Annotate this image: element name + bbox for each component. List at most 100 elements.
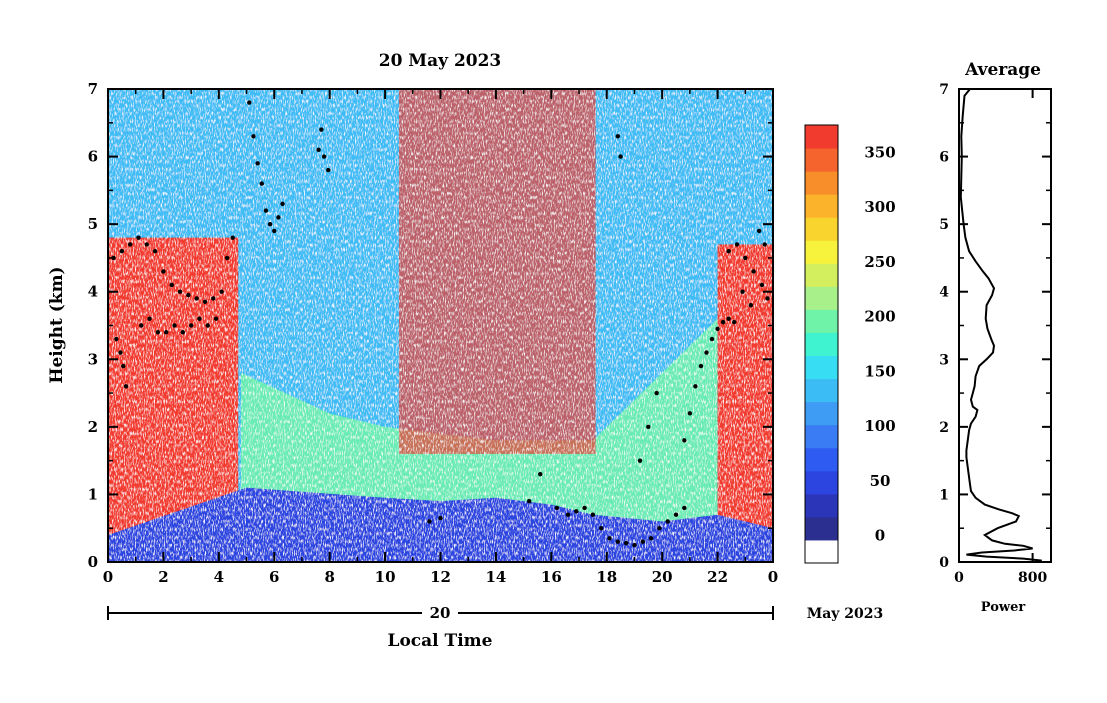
x-axis-label: Local Time xyxy=(388,631,493,651)
detected-point-24 xyxy=(205,323,210,328)
detected-point-20 xyxy=(172,323,177,328)
detected-point-6 xyxy=(161,269,166,274)
x-tick-label-5: 10 xyxy=(375,568,396,586)
y-tick-label-1: 1 xyxy=(88,485,98,503)
x-tick-label-8: 16 xyxy=(541,568,562,586)
detected-point-17 xyxy=(147,316,152,321)
profile-y-tick-label-0: 0 xyxy=(939,555,949,571)
detected-point-50 xyxy=(582,505,587,511)
profile-y-tick-label-6: 6 xyxy=(939,150,949,166)
colorbar-segment-8 xyxy=(805,355,838,380)
detected-point-0 xyxy=(111,255,116,261)
colorbar-segment-7 xyxy=(805,378,838,403)
x-tick-label-11: 22 xyxy=(707,568,728,586)
detected-point-56 xyxy=(632,542,637,548)
detected-point-19 xyxy=(163,330,169,335)
detected-point-33 xyxy=(259,181,264,186)
detected-point-2 xyxy=(127,242,133,247)
colorbar-segment-4 xyxy=(805,447,838,472)
colorbar-segment-1 xyxy=(805,516,838,541)
detected-point-65 xyxy=(637,458,643,463)
detected-point-4 xyxy=(144,242,149,247)
detected-point-54 xyxy=(615,539,621,544)
colorbar-segment-18 xyxy=(805,125,838,149)
detected-point-55 xyxy=(623,540,629,546)
detected-point-71 xyxy=(698,363,704,369)
x-tick-label-12: 0 xyxy=(768,568,778,586)
detected-point-28 xyxy=(121,363,126,369)
profile-series-line xyxy=(959,88,1042,562)
y-tick-label-4: 4 xyxy=(88,283,98,301)
main-chart: 20 May 2023 0 2 4 6 8 10 12 14 16 18 20 22 0 0123456… xyxy=(47,51,883,651)
chart-title: 20 May 2023 xyxy=(379,51,502,71)
detected-point-39 xyxy=(316,147,321,153)
colorbar-segment-15 xyxy=(805,194,838,218)
detected-point-51 xyxy=(590,512,596,517)
profile-title: Average xyxy=(964,60,1041,80)
x-tick-label-0: 0 xyxy=(103,568,113,586)
y-tick-label-0: 0 xyxy=(88,553,98,571)
detected-point-42 xyxy=(319,127,324,132)
detected-point-49 xyxy=(574,509,579,514)
detected-point-48 xyxy=(565,512,571,517)
detected-points xyxy=(111,100,770,548)
detected-point-45 xyxy=(526,498,532,504)
detected-point-74 xyxy=(715,326,720,332)
profile-frame xyxy=(958,88,1052,563)
profile-x-tick-label-0: 0 xyxy=(954,570,964,586)
detected-point-11 xyxy=(202,299,208,305)
detected-point-43 xyxy=(427,519,432,524)
profile-y-tick-label-7: 7 xyxy=(939,82,949,98)
profile-x-axis-label: Power xyxy=(981,600,1026,615)
detected-point-14 xyxy=(224,255,230,261)
colorbar-tick-label-6: 300 xyxy=(864,198,895,216)
detected-point-41 xyxy=(326,167,331,173)
detected-point-78 xyxy=(726,248,731,254)
detected-point-34 xyxy=(263,208,269,213)
colorbar-segment-13 xyxy=(805,240,838,264)
detected-point-63 xyxy=(615,134,621,139)
profile-x-tick-label-1: 800 xyxy=(1018,570,1047,586)
colorbar-tick-label-4: 200 xyxy=(864,308,895,326)
detected-point-35 xyxy=(267,221,273,227)
detected-point-18 xyxy=(155,330,161,335)
detected-point-37 xyxy=(276,215,281,220)
y-tick-label-6: 6 xyxy=(88,148,98,166)
detected-point-75 xyxy=(720,319,726,325)
detected-point-58 xyxy=(648,536,654,541)
detected-point-70 xyxy=(693,384,698,389)
detected-point-5 xyxy=(152,248,158,254)
colorbar-frame xyxy=(804,124,839,564)
colorbar-segment-6 xyxy=(805,401,838,426)
detected-point-31 xyxy=(251,134,256,139)
colorbar-segment-0 xyxy=(805,539,838,564)
detected-point-82 xyxy=(759,282,765,288)
detected-point-85 xyxy=(748,303,754,308)
heatmap-near-surface-layer xyxy=(108,487,773,562)
detected-point-69 xyxy=(687,411,693,416)
colorbar-segment-14 xyxy=(805,217,838,241)
detected-point-32 xyxy=(255,161,260,166)
detected-point-13 xyxy=(219,289,224,294)
detected-point-10 xyxy=(194,296,199,301)
average-profile-chart: Average 0 1 2 3 4 5 6 7 0 800 Power xyxy=(939,60,1052,615)
colorbar-tick-label-1: 50 xyxy=(870,472,891,490)
x-tick-label-4: 8 xyxy=(324,568,334,586)
y-tick-label-5: 5 xyxy=(88,215,98,233)
detected-point-1 xyxy=(119,248,125,254)
profile-axes: 0 1 2 3 4 5 6 7 0 800 xyxy=(939,82,1051,586)
y-tick-label-2: 2 xyxy=(88,418,98,436)
detected-point-29 xyxy=(123,384,129,389)
heatmap-convective-region xyxy=(398,89,596,454)
detected-point-26 xyxy=(114,336,119,342)
x-tick-label-6: 12 xyxy=(430,568,451,586)
colorbar-segment-12 xyxy=(805,263,838,287)
profile-y-tick-label-1: 1 xyxy=(939,487,949,503)
x-tick-label-1: 2 xyxy=(158,568,168,586)
detected-point-27 xyxy=(118,350,123,355)
detected-point-67 xyxy=(654,390,659,396)
profile-y-tick-label-3: 3 xyxy=(939,352,949,368)
profile-y-tick-label-4: 4 xyxy=(939,285,949,301)
detected-point-21 xyxy=(180,330,186,335)
